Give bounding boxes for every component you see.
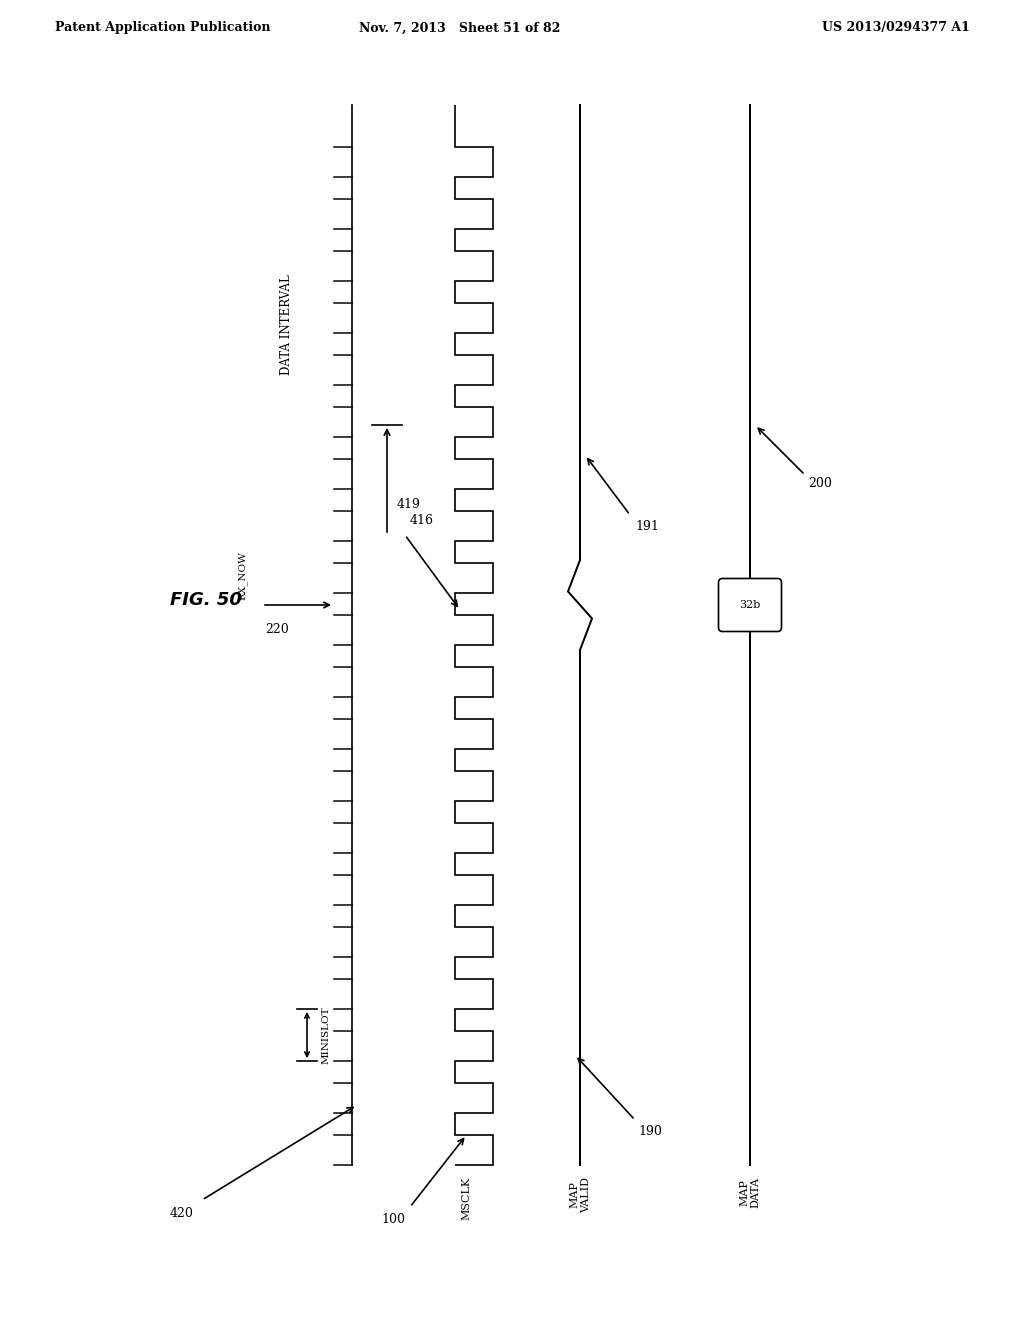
Text: FIG. 50: FIG. 50 (170, 591, 242, 609)
Text: MSCLK: MSCLK (462, 1177, 471, 1220)
Text: 190: 190 (638, 1125, 662, 1138)
Text: US 2013/0294377 A1: US 2013/0294377 A1 (822, 21, 970, 34)
Text: MAP
VALID: MAP VALID (569, 1177, 591, 1213)
Text: Patent Application Publication: Patent Application Publication (55, 21, 270, 34)
Text: 32b: 32b (739, 601, 761, 610)
FancyBboxPatch shape (719, 578, 781, 631)
Text: 416: 416 (410, 513, 434, 527)
Text: 220: 220 (265, 623, 289, 636)
Text: 419: 419 (397, 499, 421, 511)
Text: MAP
DATA: MAP DATA (739, 1177, 761, 1208)
Text: 200: 200 (808, 477, 831, 490)
Text: Nov. 7, 2013   Sheet 51 of 82: Nov. 7, 2013 Sheet 51 of 82 (359, 21, 561, 34)
Text: 100: 100 (381, 1213, 406, 1226)
Text: DATA INTERVAL: DATA INTERVAL (281, 275, 294, 375)
Text: 191: 191 (635, 520, 658, 533)
Text: 420: 420 (170, 1206, 194, 1220)
Text: MINISLOT: MINISLOT (322, 1006, 331, 1064)
Text: RX_NOW: RX_NOW (238, 552, 247, 601)
